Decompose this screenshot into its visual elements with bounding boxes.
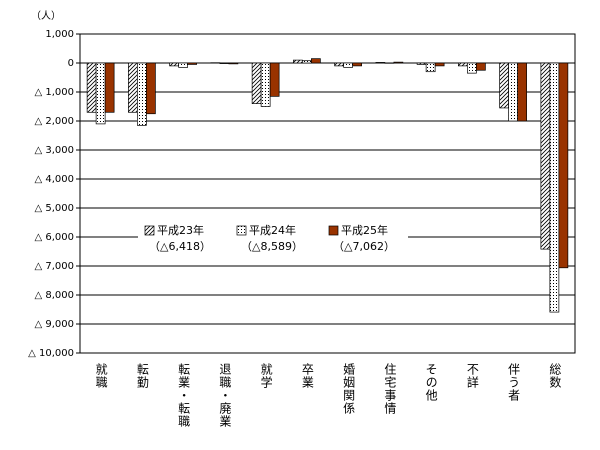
y-tick-label: 0 xyxy=(68,58,74,69)
plot-area xyxy=(79,33,576,354)
bar xyxy=(540,62,551,250)
bar xyxy=(169,62,179,67)
y-tick-label: △ 6,000 xyxy=(35,232,75,243)
x-tick-label: 不詳 xyxy=(465,363,479,389)
legend-swatch xyxy=(236,225,247,236)
x-tick-label: 転業・転職 xyxy=(177,363,191,428)
y-tick-label: △ 2,000 xyxy=(35,116,75,127)
bar xyxy=(458,62,468,67)
x-tick-label: 住宅事情 xyxy=(383,363,397,415)
y-tick-label: 1,000 xyxy=(45,29,74,40)
bar xyxy=(86,62,97,113)
x-tick-label: 就職 xyxy=(94,363,108,389)
y-tick-label: △ 1,000 xyxy=(35,87,75,98)
bar xyxy=(178,62,188,68)
legend-label: 平成25年 xyxy=(341,223,388,237)
legend-box xyxy=(138,222,408,256)
bar xyxy=(499,62,509,109)
bar xyxy=(334,62,344,67)
bar xyxy=(311,58,321,64)
y-tick-label: △ 7,000 xyxy=(35,261,75,272)
legend-label: 平成24年 xyxy=(249,223,296,237)
bar xyxy=(104,62,115,113)
bar xyxy=(219,62,230,64)
bar xyxy=(517,62,527,122)
bar xyxy=(302,60,312,64)
bar xyxy=(146,62,156,115)
bar xyxy=(260,62,271,107)
legend-swatch xyxy=(328,225,339,236)
bar xyxy=(343,62,353,68)
legend-note: （△7,062） xyxy=(333,240,395,253)
y-tick-label: △ 4,000 xyxy=(35,174,75,185)
bar xyxy=(137,62,147,126)
y-tick-label: △ 8,000 xyxy=(35,290,75,301)
x-tick-label: 退職・廃業 xyxy=(218,363,232,428)
bar xyxy=(293,59,303,64)
bar xyxy=(352,62,362,67)
x-tick-label: 転勤 xyxy=(135,363,149,389)
legend-note: （△8,589） xyxy=(241,240,303,253)
bar xyxy=(549,62,560,313)
bar xyxy=(393,61,404,64)
y-tick-label: △ 9,000 xyxy=(35,319,75,330)
bar xyxy=(434,62,445,67)
bar xyxy=(425,62,436,73)
bar xyxy=(375,62,386,64)
x-tick-label: 婚姻関係 xyxy=(342,363,356,415)
bar xyxy=(508,62,518,122)
bar xyxy=(467,62,477,74)
bar xyxy=(269,62,280,97)
bar xyxy=(558,62,569,269)
legend-swatch xyxy=(144,225,155,236)
x-tick-label: その他 xyxy=(424,363,438,402)
bar xyxy=(416,62,427,65)
bar xyxy=(128,62,138,113)
y-tick-label: △ 3,000 xyxy=(35,145,75,156)
unit-label: （人） xyxy=(31,10,61,22)
bar xyxy=(476,62,486,71)
x-tick-label: 総数 xyxy=(548,363,562,389)
bar xyxy=(251,62,262,104)
x-tick-label: 就学 xyxy=(259,363,273,389)
legend-label: 平成23年 xyxy=(157,223,204,237)
y-tick-label: △ 5,000 xyxy=(35,203,75,214)
legend-note: （△6,418） xyxy=(149,240,211,253)
x-tick-label: 卒業 xyxy=(300,363,314,389)
bar xyxy=(187,62,197,65)
y-tick-label: △ 10,000 xyxy=(28,348,74,359)
bar xyxy=(95,62,106,125)
x-tick-label: 伴う者 xyxy=(507,363,521,402)
bar xyxy=(228,62,239,65)
